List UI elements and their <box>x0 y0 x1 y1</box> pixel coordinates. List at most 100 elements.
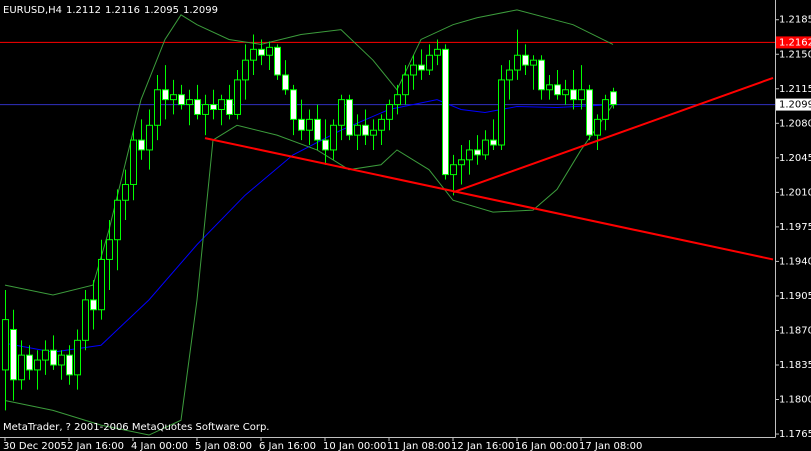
y-tick-label: 1.2150 <box>779 49 811 60</box>
candle-body <box>450 164 457 176</box>
price-label: 1.2162 <box>779 37 811 48</box>
y-tick-label: 1.1870 <box>779 325 811 336</box>
candle-body <box>610 91 617 106</box>
candle-body <box>394 94 401 106</box>
header-high: 1.2116 <box>105 5 140 16</box>
candle-body <box>234 79 241 115</box>
candle-body <box>290 89 297 120</box>
y-tick-label: 1.1905 <box>779 291 811 302</box>
candle-body <box>314 118 321 141</box>
candle-body <box>490 139 497 146</box>
candle-body <box>266 46 273 56</box>
candle-body <box>322 139 329 151</box>
candle-body <box>554 84 561 96</box>
candle-body <box>122 183 129 201</box>
candle-body <box>50 349 57 366</box>
candle-body <box>354 124 361 136</box>
candle-body <box>82 299 89 341</box>
symbol: EURUSD,H4 <box>3 5 62 16</box>
candle-body <box>442 48 449 176</box>
x-tick-label: 11 Jan 08:00 <box>387 441 450 451</box>
candle-body <box>602 99 609 120</box>
candle-body <box>26 354 33 371</box>
x-tick-label: 16 Jan 00:00 <box>515 441 578 451</box>
candle-body <box>370 129 377 136</box>
candle-body <box>74 339 81 376</box>
candle-body <box>418 64 425 71</box>
header-open: 1.2112 <box>66 5 101 16</box>
candle-body <box>378 118 385 131</box>
candle-body <box>154 89 161 126</box>
x-tick-label: 17 Jan 08:00 <box>579 441 642 451</box>
plot-area <box>0 9 775 436</box>
y-tick-label: 1.2045 <box>779 153 811 164</box>
candle-body <box>98 258 105 311</box>
candle-body <box>18 354 25 381</box>
candle-body <box>146 124 153 151</box>
candle-body <box>402 74 409 96</box>
bid-label: 1.2099 <box>779 100 811 111</box>
candle-body <box>138 139 145 151</box>
candle-body <box>506 69 513 81</box>
candle-body <box>434 48 441 56</box>
x-tick-label: 6 Jan 16:00 <box>259 441 316 451</box>
candle-body <box>42 349 49 361</box>
bid-label-box <box>776 98 811 111</box>
candle-body <box>498 79 505 146</box>
candle-body <box>130 139 137 185</box>
candle-body <box>362 124 369 136</box>
candle-body <box>522 54 529 66</box>
candle-body <box>258 48 265 56</box>
y-tick-label: 1.2080 <box>779 118 811 129</box>
candle-body <box>210 104 217 110</box>
candle-body <box>186 99 193 106</box>
candle-body <box>194 99 201 115</box>
candle-body <box>466 149 473 161</box>
candle-body <box>66 354 73 376</box>
trend-line <box>204 137 774 261</box>
candle-body <box>226 99 233 115</box>
y-tick-label: 1.1835 <box>779 360 811 371</box>
candle-body <box>90 299 97 311</box>
candle-body <box>346 99 353 136</box>
y-tick-label: 1.1940 <box>779 256 811 267</box>
candle-body <box>178 94 185 106</box>
candle-body <box>274 46 281 76</box>
candle-body <box>2 319 9 371</box>
candle-body <box>426 54 433 71</box>
price-label-box <box>776 36 811 49</box>
candle-body <box>10 328 17 381</box>
candle-body <box>58 354 65 366</box>
candle-body <box>202 104 209 115</box>
x-tick-label: 2 Jan 16:00 <box>67 441 124 451</box>
x-tick-label: 4 Jan 00:00 <box>131 441 188 451</box>
candle-body <box>570 89 577 101</box>
candle-body <box>338 99 345 126</box>
candle-body <box>546 84 553 91</box>
candle-body <box>306 118 313 131</box>
candle-body <box>538 59 545 91</box>
candle-body <box>530 59 537 66</box>
candle-body <box>474 149 481 156</box>
candle-body <box>514 54 521 71</box>
y-tick-label: 1.2010 <box>779 187 811 198</box>
y-tick-label: 1.2115 <box>779 84 811 95</box>
y-tick-label: 1.1800 <box>779 395 811 406</box>
candle-body <box>586 89 593 136</box>
candle-body <box>34 359 41 371</box>
candle-body <box>282 74 289 91</box>
candle-body <box>218 99 225 110</box>
y-tick-label: 1.1975 <box>779 222 811 233</box>
header: EURUSD,H4 1.2112 1.2116 1.2095 1.2099 <box>3 5 218 16</box>
candle-body <box>594 118 601 136</box>
candle-body <box>482 139 489 156</box>
candle-body <box>106 239 113 260</box>
x-tick-label: 10 Jan 00:00 <box>323 441 386 451</box>
candle-body <box>562 89 569 96</box>
trend-line <box>452 76 774 194</box>
x-tick-label: 5 Jan 08:00 <box>195 441 252 451</box>
y-tick-label: 1.1765 <box>779 429 811 440</box>
y-tick-label: 1.2185 <box>779 15 811 26</box>
candle-body <box>114 199 121 241</box>
